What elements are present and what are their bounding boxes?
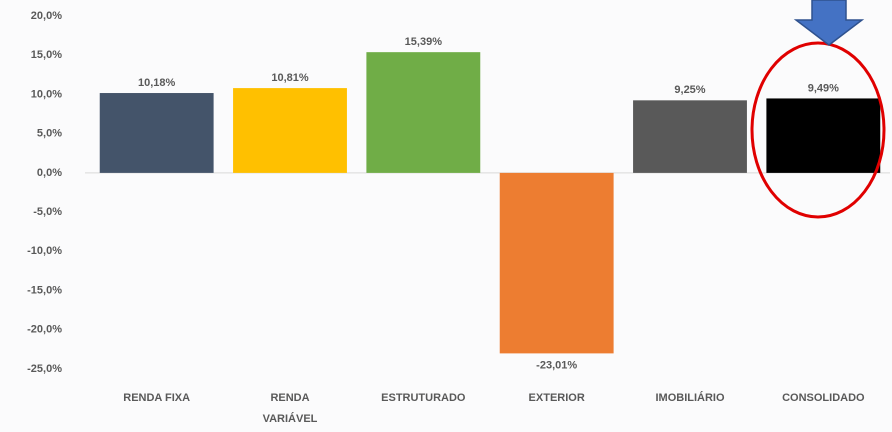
bar <box>766 98 881 173</box>
y-tick-label: 10,0% <box>31 88 62 100</box>
y-tick-label: 15,0% <box>31 49 62 61</box>
y-tick-label: -15,0% <box>27 284 62 296</box>
bar <box>99 93 214 173</box>
y-tick-label: -25,0% <box>27 363 62 375</box>
y-tick-label: 20,0% <box>31 10 62 22</box>
x-tick-label: RENDA VARIÁVEL <box>263 392 318 425</box>
x-tick-label: ESTRUTURADO <box>381 392 466 404</box>
arrow <box>793 0 865 46</box>
value-label: 9,49% <box>808 82 839 94</box>
bar <box>233 88 347 173</box>
bar <box>633 100 747 173</box>
value-label: 10,18% <box>138 77 176 89</box>
y-tick-label: 0,0% <box>37 167 62 179</box>
x-tick-label: EXTERIOR <box>529 392 585 404</box>
bar <box>366 52 481 173</box>
highlight-circle <box>750 41 886 219</box>
y-tick-label: -5,0% <box>33 206 62 218</box>
x-tick-label: CONSOLIDADO <box>782 392 865 404</box>
y-tick-label: 5,0% <box>37 128 62 140</box>
value-label: 10,81% <box>271 72 309 84</box>
x-tick-label: RENDA FIXA <box>123 392 190 404</box>
value-label: 15,39% <box>405 36 443 48</box>
y-tick-label: -10,0% <box>27 245 62 257</box>
value-label: 9,25% <box>674 84 705 96</box>
y-tick-label: -20,0% <box>27 324 62 336</box>
value-label: -23,01% <box>536 359 577 371</box>
x-tick-label: IMOBILIÁRIO <box>655 391 724 404</box>
bar <box>499 172 614 354</box>
